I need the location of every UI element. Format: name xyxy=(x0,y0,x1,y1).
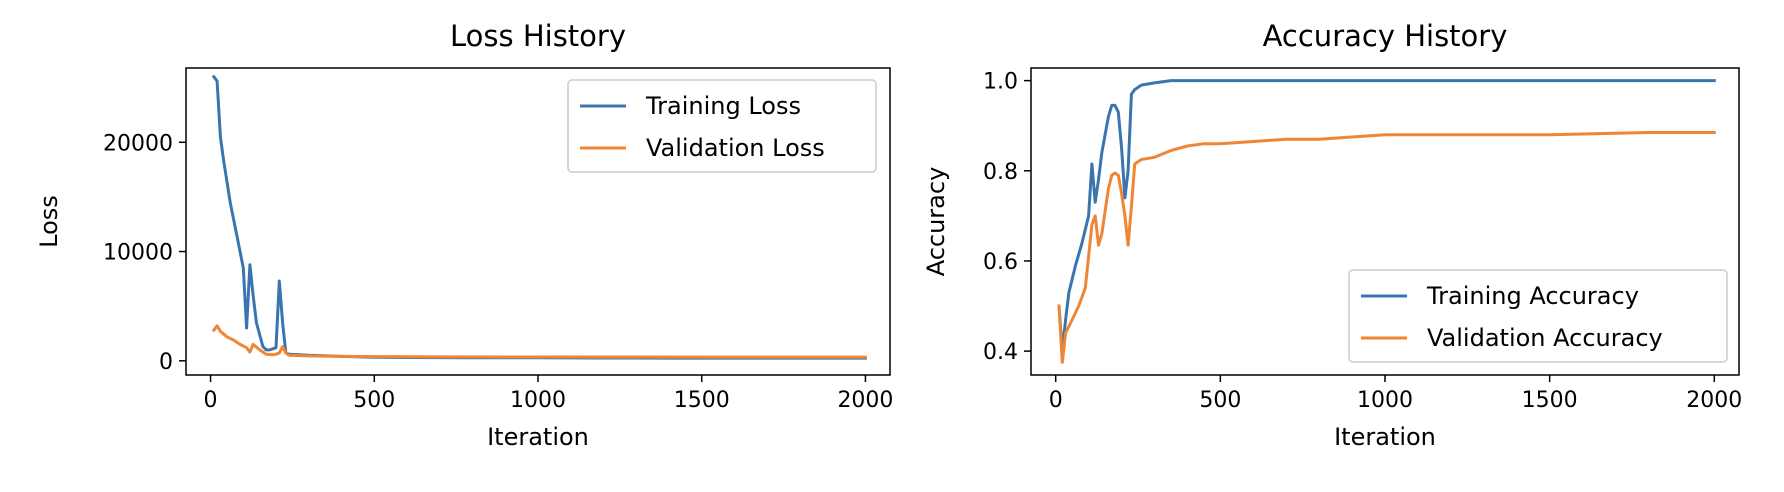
y-tick-label: 1.0 xyxy=(983,70,1018,95)
y-tick-label: 0.6 xyxy=(983,250,1018,275)
legend-entry: Validation Accuracy xyxy=(1427,324,1663,352)
series-line-training-accuracy xyxy=(1057,79,1716,353)
legend-entry: Training Loss xyxy=(645,92,801,120)
x-tick-label: 1500 xyxy=(1522,388,1578,413)
y-tick-label: 0.8 xyxy=(983,160,1018,185)
x-tick-label: 500 xyxy=(1199,388,1241,413)
x-tick-label: 2000 xyxy=(1686,388,1742,413)
y-tick-label: 0.4 xyxy=(983,340,1018,365)
x-tick-label: 500 xyxy=(353,388,395,413)
series-line-validation-loss xyxy=(211,324,867,359)
x-tick-label: 1000 xyxy=(510,388,566,413)
series-lines xyxy=(211,74,867,360)
legend-box xyxy=(567,79,877,173)
legend-entry: Training Accuracy xyxy=(1426,282,1639,310)
accuracy-history-chart: 0 500 1000 1500 2000 0.4 0.6 0.8 1.0 Accuracy His… xyxy=(922,19,1742,451)
series-line-validation-accuracy xyxy=(1057,131,1716,364)
x-tick-label: 1000 xyxy=(1357,388,1413,413)
x-tick-label: 1500 xyxy=(674,388,730,413)
legend-box xyxy=(1348,269,1728,363)
y-tick-label: 0 xyxy=(159,350,173,375)
legend: Training Accuracy Validation Accuracy xyxy=(1348,269,1728,363)
legend-entry: Validation Loss xyxy=(646,134,825,162)
y-axis-label: Accuracy xyxy=(922,167,950,277)
y-axis-label: Loss xyxy=(35,195,63,248)
series-lines xyxy=(1057,79,1716,364)
x-tick-label: 0 xyxy=(1049,388,1063,413)
legend: Training Loss Validation Loss xyxy=(567,79,877,173)
y-tick-label: 10000 xyxy=(103,241,173,266)
x-axis-label: Iteration xyxy=(487,423,589,451)
x-axis-label: Iteration xyxy=(1334,423,1436,451)
x-tick-label: 0 xyxy=(204,388,218,413)
chart-title: Loss History xyxy=(450,19,626,53)
chart-title: Accuracy History xyxy=(1263,19,1508,53)
x-tick-label: 2000 xyxy=(837,388,893,413)
y-tick-label: 20000 xyxy=(103,131,173,156)
